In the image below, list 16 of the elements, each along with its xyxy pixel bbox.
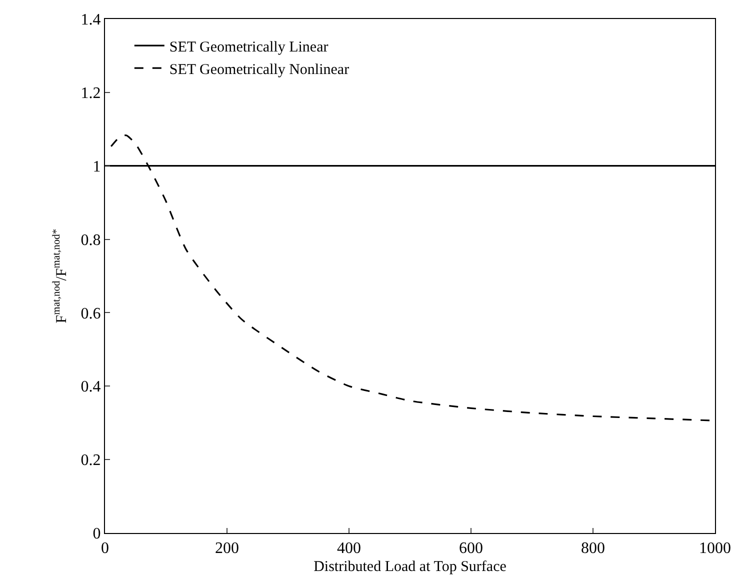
y-tick-label: 0.4 <box>80 378 101 396</box>
x-tick-label: 1000 <box>699 540 731 558</box>
legend-label: SET Geometrically Nonlinear <box>169 62 350 78</box>
legend-label: SET Geometrically Linear <box>169 39 328 56</box>
x-tick-label: 200 <box>215 540 239 558</box>
y-tick-label: 1 <box>92 158 101 176</box>
x-tick-label: 800 <box>581 540 605 558</box>
y-tick-label: 1.2 <box>80 85 101 102</box>
y-tick-label: 0 <box>92 526 101 543</box>
x-tick-label: 600 <box>459 540 483 558</box>
y-tick-label: 1.4 <box>80 12 101 29</box>
y-tick-label: 0.8 <box>80 232 101 249</box>
y-tick-label: 0.6 <box>80 305 101 322</box>
x-axis-title: Distributed Load at Top Surface <box>314 559 507 576</box>
x-tick-label: 400 <box>337 540 361 558</box>
y-tick-label: 0.2 <box>80 452 101 470</box>
